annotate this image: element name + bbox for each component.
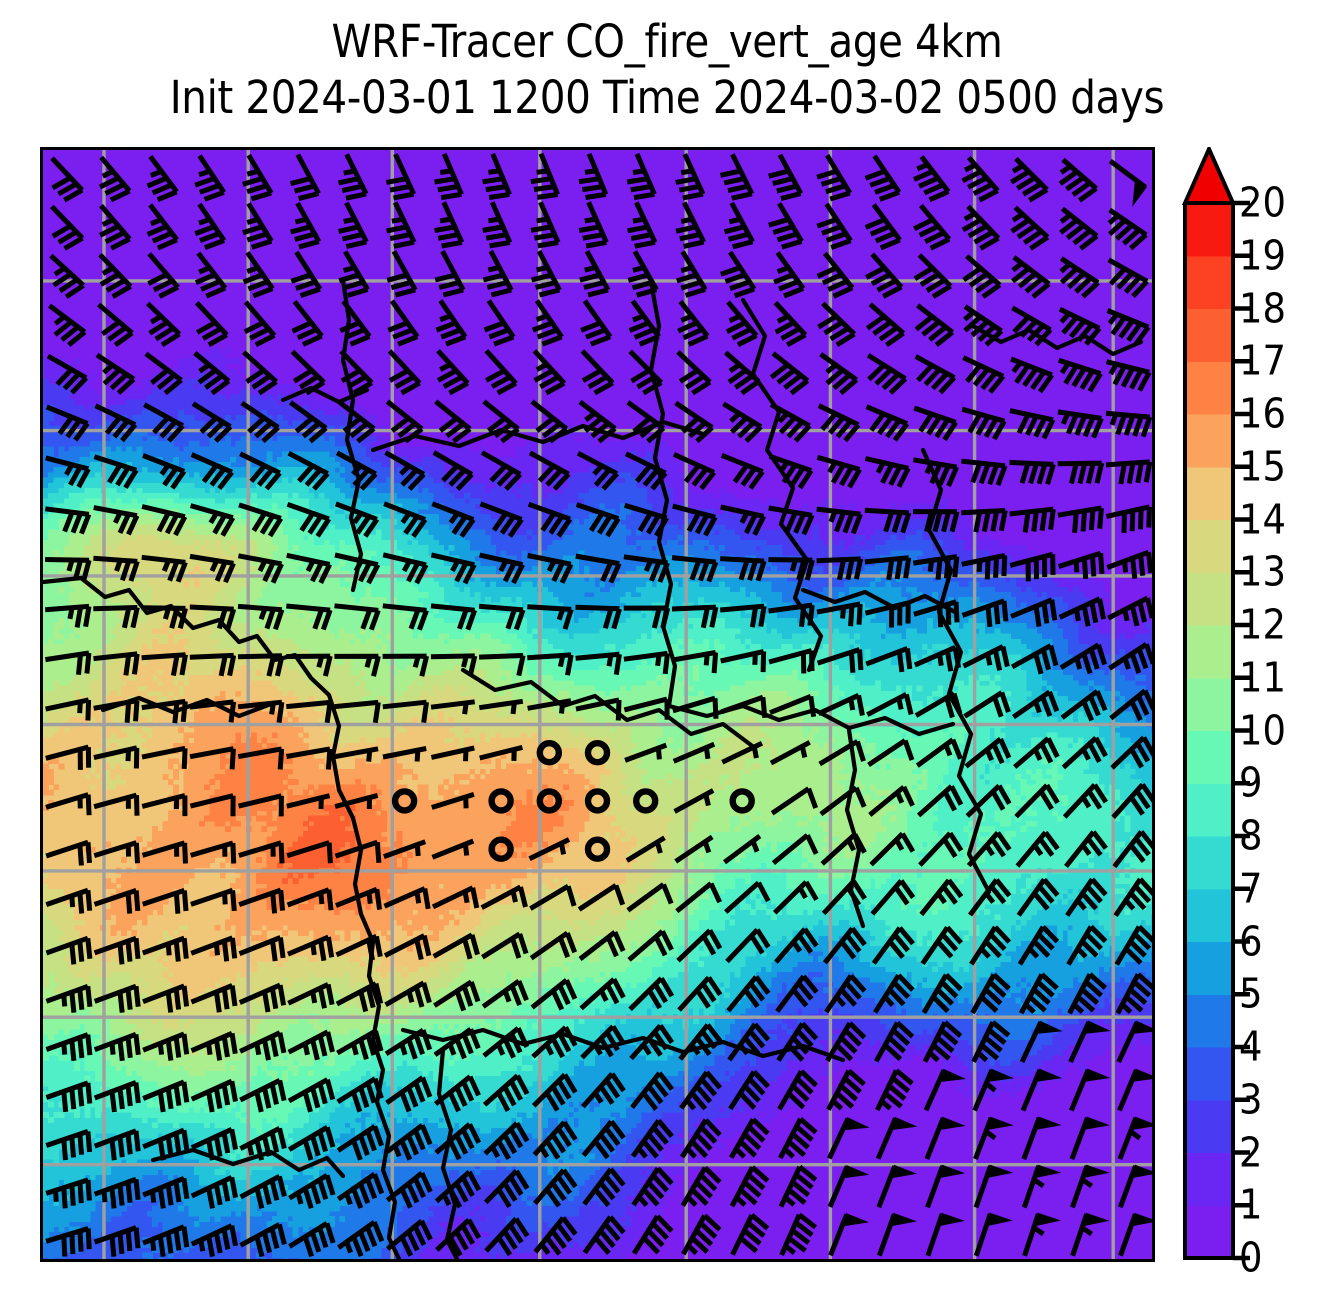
colorbar-band — [1185, 414, 1233, 468]
colorbar-band — [1185, 888, 1233, 943]
colorbar-tick-label: 17 — [1239, 336, 1286, 385]
colorbar-tick-label: 18 — [1239, 284, 1286, 332]
colorbar-band — [1185, 466, 1233, 521]
colorbar-tick-label: 8 — [1239, 811, 1263, 860]
colorbar[interactable]: 20 19 18 17 16 15 14 13 12 11 10 9 8 7 6 5 4 3 2 1 0 — [1181, 147, 1331, 1278]
colorbar-tick-label: 10 — [1239, 706, 1286, 754]
colorbar-tick-label: 11 — [1239, 653, 1286, 702]
colorbar-gradient — [1181, 147, 1250, 1261]
title-line-2: Init 2024-03-01 1200 Time 2024-03-02 050… — [169, 71, 1165, 124]
colorbar-band — [1185, 994, 1233, 1048]
colorbar-band — [1185, 783, 1233, 837]
colorbar-band — [1185, 308, 1233, 362]
colorbar-tick-label: 2 — [1239, 1128, 1263, 1176]
colorbar-band — [1185, 519, 1233, 573]
colorbar-tick-label: 9 — [1239, 758, 1263, 807]
colorbar-tick-label: 4 — [1239, 1022, 1263, 1071]
colorbar-band — [1185, 625, 1233, 679]
colorbar-tick-label: 6 — [1239, 917, 1263, 965]
colorbar-tick-label: 12 — [1239, 600, 1286, 649]
colorbar-tick-label: 13 — [1239, 547, 1286, 596]
colorbar-band — [1185, 572, 1233, 626]
colorbar-band — [1185, 1152, 1233, 1206]
colorbar-band — [1185, 203, 1233, 257]
colorbar-band — [1185, 361, 1233, 415]
colorbar-tick-label: 15 — [1239, 442, 1286, 491]
figure-title: WRF-Tracer CO_fire_vert_age 4km Init 202… — [0, 14, 1334, 126]
colorbar-band — [1185, 836, 1233, 890]
colorbar-tick-label: 20 — [1239, 178, 1286, 227]
colorbar-band — [1185, 255, 1233, 310]
colorbar-tick-label: 19 — [1239, 231, 1286, 280]
colorbar-tick-label: 0 — [1239, 1233, 1263, 1282]
colorbar-band — [1185, 1099, 1233, 1154]
colorbar-tick-label: 5 — [1239, 969, 1263, 1018]
colorbar-extend-arrow — [1181, 147, 1237, 205]
colorbar-band — [1185, 1205, 1233, 1259]
colorbar-tick-label: 7 — [1239, 864, 1263, 913]
colorbar-tick-label: 14 — [1239, 495, 1286, 543]
map-canvas — [43, 150, 1152, 1259]
colorbar-band — [1185, 941, 1233, 995]
colorbar-band — [1185, 730, 1233, 784]
colorbar-tick-label: 3 — [1239, 1075, 1263, 1124]
colorbar-tick-label: 1 — [1239, 1180, 1263, 1229]
map-plot-area[interactable] — [40, 147, 1155, 1262]
wind-barbs — [44, 152, 1152, 1258]
title-line-1: WRF-Tracer CO_fire_vert_age 4km — [331, 15, 1003, 68]
map-overlays — [43, 150, 1152, 1259]
colorbar-band — [1185, 1047, 1233, 1101]
colorbar-band — [1185, 677, 1233, 732]
colorbar-tick-label: 16 — [1239, 389, 1286, 438]
